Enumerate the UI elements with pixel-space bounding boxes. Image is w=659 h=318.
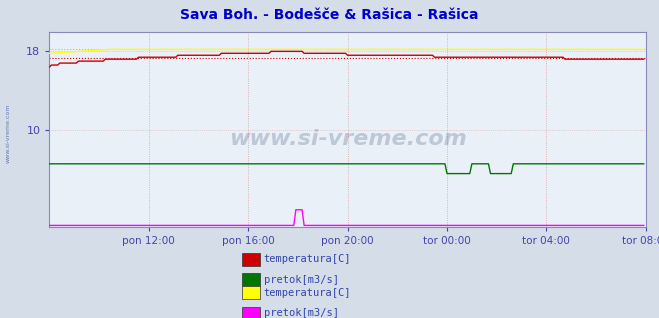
Text: www.si-vreme.com: www.si-vreme.com — [5, 104, 11, 163]
Text: pretok[m3/s]: pretok[m3/s] — [264, 308, 339, 318]
Text: pretok[m3/s]: pretok[m3/s] — [264, 275, 339, 285]
Text: www.si-vreme.com: www.si-vreme.com — [229, 129, 467, 149]
Text: temperatura[C]: temperatura[C] — [264, 287, 351, 298]
Text: Sava Boh. - Bodešče & Rašica - Rašica: Sava Boh. - Bodešče & Rašica - Rašica — [181, 8, 478, 22]
Text: temperatura[C]: temperatura[C] — [264, 254, 351, 264]
